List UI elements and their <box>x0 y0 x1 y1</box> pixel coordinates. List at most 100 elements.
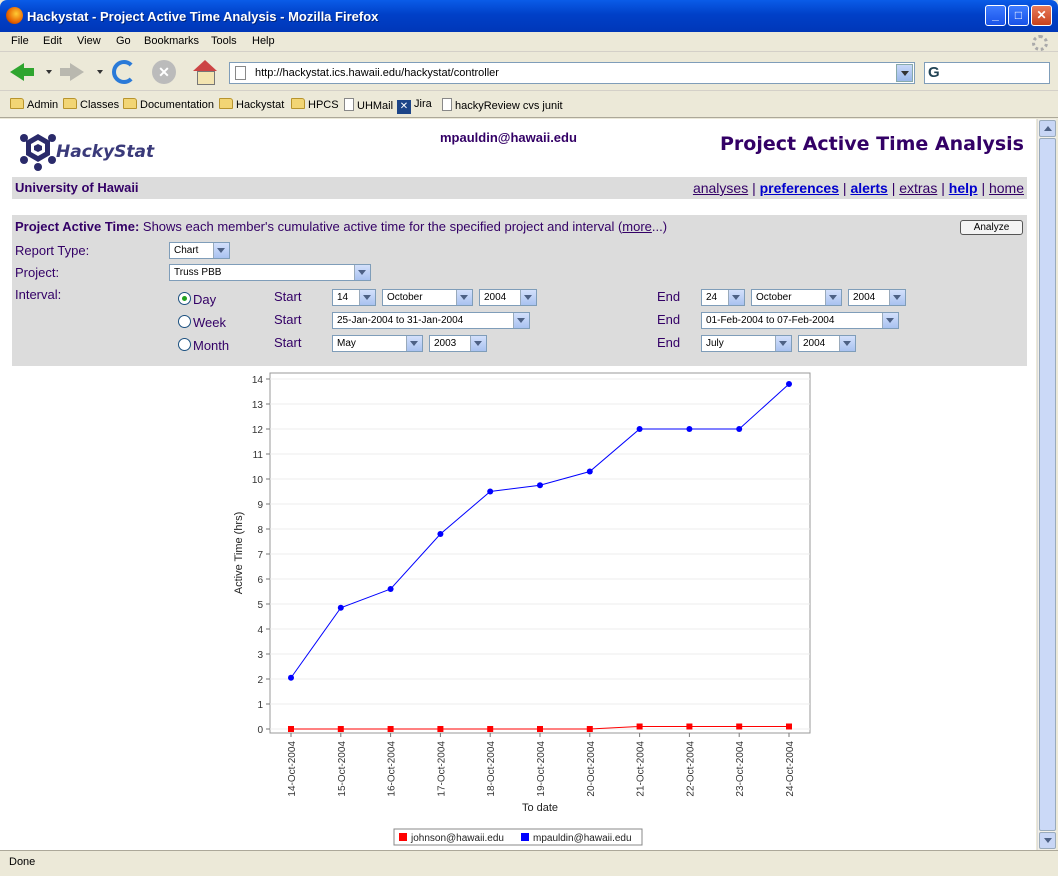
close-button[interactable]: ✕ <box>1031 5 1052 26</box>
more-link[interactable]: more <box>622 219 652 234</box>
nav-separator: | <box>941 180 945 196</box>
y-tick-label: 6 <box>257 575 263 586</box>
bookmark-hackyreview[interactable]: hackyReview cvs junit <box>442 98 563 112</box>
x-tick-label: 24-Oct-2004 <box>785 741 796 797</box>
menu-go[interactable]: Go <box>116 35 131 47</box>
project-select[interactable]: Truss PBB <box>169 264 371 281</box>
back-icon[interactable] <box>10 60 34 84</box>
day-end-day-select[interactable]: 24 <box>701 289 745 306</box>
x-tick-label: 14-Oct-2004 <box>287 741 298 797</box>
hackystat-logo-icon <box>20 134 56 171</box>
analysis-description-text: Shows each member's cumulative active ti… <box>142 219 623 234</box>
bookmark-documentation[interactable]: Documentation <box>123 98 214 111</box>
scroll-thumb[interactable] <box>1039 138 1056 831</box>
bookmark-jira[interactable]: ✕ Jira <box>397 98 432 114</box>
search-field[interactable]: G <box>924 62 1050 84</box>
google-search-icon[interactable]: G <box>928 64 940 81</box>
folder-icon <box>10 98 24 109</box>
y-axis-label: Active Time (hrs) <box>233 512 245 595</box>
forward-history-dropdown[interactable] <box>97 70 103 74</box>
data-point <box>586 468 593 475</box>
y-tick-label: 5 <box>257 600 263 611</box>
nav-separator: | <box>891 180 896 196</box>
interval-month-radio[interactable] <box>178 338 191 351</box>
project-label: Project: <box>15 265 60 280</box>
jira-icon: ✕ <box>397 100 411 114</box>
interval-month-label: Month <box>193 338 230 353</box>
nav-link-preferences[interactable]: preferences <box>759 180 840 196</box>
menu-file[interactable]: File <box>11 35 29 47</box>
data-point <box>487 726 494 732</box>
bookmark-uhmail[interactable]: UHMail <box>344 98 393 112</box>
menu-tools[interactable]: Tools <box>211 35 237 47</box>
reload-icon[interactable] <box>112 60 136 84</box>
analyze-button[interactable]: Analyze <box>960 220 1023 235</box>
scroll-up-icon[interactable] <box>1039 120 1056 137</box>
vertical-scrollbar[interactable] <box>1037 119 1056 850</box>
menu-view[interactable]: View <box>77 35 101 47</box>
month-end-year-select[interactable]: 2004 <box>798 335 856 352</box>
nav-link-extras[interactable]: extras <box>899 180 938 196</box>
minimize-button[interactable]: _ <box>985 5 1006 26</box>
menu-bookmarks[interactable]: Bookmarks <box>144 35 200 47</box>
menu-help[interactable]: Help <box>252 35 275 47</box>
menu-edit[interactable]: Edit <box>43 35 62 47</box>
bookmark-classes[interactable]: Classes <box>63 98 119 111</box>
bookmark-label: HPCS <box>308 99 339 111</box>
bookmark-admin[interactable]: Admin <box>10 98 58 111</box>
data-point <box>537 726 543 732</box>
x-tick-label: 16-Oct-2004 <box>387 741 398 797</box>
week-end-label: End <box>657 312 681 327</box>
stop-icon[interactable]: ✕ <box>152 60 176 84</box>
interval-day-radio[interactable] <box>178 292 191 305</box>
day-end-year-select[interactable]: 2004 <box>848 289 906 306</box>
day-start-month-select[interactable]: October <box>382 289 473 306</box>
x-tick-label: 17-Oct-2004 <box>436 741 447 797</box>
scroll-down-icon[interactable] <box>1039 832 1056 849</box>
month-start-month-select[interactable]: May <box>332 335 423 352</box>
nav-separator: | <box>752 180 756 196</box>
nav-link-alerts[interactable]: alerts <box>850 180 888 196</box>
maximize-button[interactable]: □ <box>1008 5 1029 26</box>
interval-week-radio[interactable] <box>178 315 191 328</box>
day-end-month-select[interactable]: October <box>751 289 842 306</box>
nav-link-help[interactable]: help <box>948 180 978 196</box>
url-history-dropdown[interactable] <box>896 64 913 82</box>
day-start-year-select[interactable]: 2004 <box>479 289 537 306</box>
x-tick-label: 22-Oct-2004 <box>685 741 696 797</box>
bookmark-label: Documentation <box>140 99 214 111</box>
data-point <box>437 531 444 537</box>
bookmark-label: hackyReview cvs junit <box>455 100 563 112</box>
home-icon[interactable] <box>193 60 217 85</box>
nav-link-analyses[interactable]: analyses <box>692 180 749 196</box>
forward-icon[interactable] <box>60 60 84 84</box>
x-tick-label: 19-Oct-2004 <box>536 741 547 797</box>
hackystat-logo[interactable]: HackyStat <box>20 132 160 172</box>
back-history-dropdown[interactable] <box>46 70 52 74</box>
bookmark-hackystat[interactable]: Hackystat <box>219 98 284 111</box>
y-tick-label: 3 <box>257 650 263 661</box>
week-start-select[interactable]: 25-Jan-2004 to 31-Jan-2004 <box>332 312 530 329</box>
menu-bar: File Edit View Go Bookmarks Tools Help <box>0 32 1058 52</box>
month-start-year-select[interactable]: 2003 <box>429 335 487 352</box>
data-point <box>387 726 394 732</box>
url-text[interactable]: http://hackystat.ics.hawaii.edu/hackysta… <box>255 67 499 79</box>
x-tick-label: 23-Oct-2004 <box>735 741 746 797</box>
x-axis-label: To date <box>522 802 558 814</box>
nav-link-home[interactable]: home <box>988 180 1024 196</box>
month-end-month-select[interactable]: July <box>701 335 792 352</box>
report-type-select[interactable]: Chart <box>169 242 230 259</box>
month-start-label: Start <box>274 335 302 350</box>
legend-label: mpauldin@hawaii.edu <box>533 833 632 844</box>
folder-icon <box>219 98 233 109</box>
y-tick-label: 13 <box>252 400 264 411</box>
folder-icon <box>123 98 137 109</box>
week-end-select[interactable]: 01-Feb-2004 to 07-Feb-2004 <box>701 312 899 329</box>
url-field[interactable]: http://hackystat.ics.hawaii.edu/hackysta… <box>229 62 915 84</box>
day-start-day-select[interactable]: 14 <box>332 289 376 306</box>
status-text: Done <box>9 856 36 868</box>
month-end-label: End <box>657 335 681 350</box>
bookmark-hpcs[interactable]: HPCS <box>291 98 339 111</box>
bookmark-label: Hackystat <box>236 99 285 111</box>
